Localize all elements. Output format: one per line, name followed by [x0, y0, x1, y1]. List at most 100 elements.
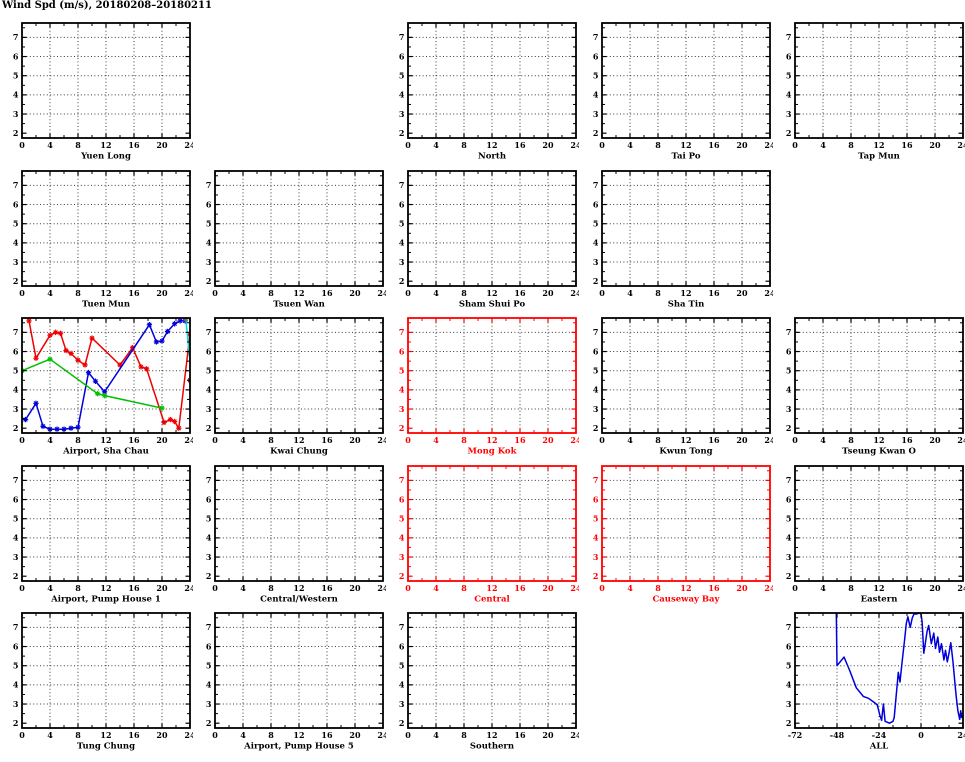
y-tick-label: 4 — [206, 532, 212, 542]
panel-sha-tin: 2 3 4 5 6 7 0 4 8 12 16 20 24 Sha Tin — [580, 166, 776, 316]
x-tick-label: 12 — [294, 288, 305, 298]
panel-title: Tseung Kwan O — [842, 447, 916, 457]
panel-tap-mun: 2 3 4 5 6 7 0 4 8 12 16 20 24 Tap Mun — [773, 18, 965, 168]
y-tick-label: 6 — [593, 347, 599, 357]
y-tick-label: 4 — [13, 680, 19, 690]
x-tick-label: -24 — [872, 730, 887, 740]
x-tick-label: 0 — [212, 730, 218, 740]
x-tick-label: 20 — [929, 140, 941, 150]
marker-asterisk — [63, 348, 69, 354]
y-tick-label: 7 — [399, 180, 405, 190]
y-tick-label: 4 — [786, 532, 792, 542]
y-tick-label: 5 — [13, 661, 19, 671]
marker-asterisk — [75, 357, 81, 364]
x-tick-label: 0 — [212, 583, 218, 593]
chart-svg-airport-pump-house-5: 2 3 4 5 6 7 0 4 8 12 16 20 24 Airport, Pump House 5 — [206, 612, 389, 752]
y-tick-label: 6 — [13, 51, 19, 61]
x-tick-label: 20 — [736, 288, 748, 298]
x-tick-label: 24 — [764, 583, 773, 593]
x-tick-label: 20 — [543, 288, 555, 298]
y-tick-label: 6 — [206, 199, 212, 209]
marker-asterisk — [26, 318, 32, 324]
y-tick-label: 7 — [593, 180, 599, 190]
y-tick-label: 4 — [786, 680, 792, 690]
marker-asterisk — [85, 370, 92, 376]
x-tick-label: 24 — [184, 583, 193, 593]
marker-asterisk — [176, 425, 182, 432]
y-tick-label: 3 — [13, 552, 19, 562]
x-tick-label: 4 — [434, 140, 440, 150]
x-tick-label: 16 — [515, 583, 527, 593]
x-tick-label: 20 — [156, 583, 168, 593]
marker-asterisk — [92, 378, 99, 385]
plot-frame — [214, 612, 385, 730]
series-line-blue — [835, 612, 964, 725]
y-tick-label: 4 — [399, 237, 405, 247]
x-tick-label: -48 — [830, 730, 845, 740]
y-tick-label: 3 — [13, 256, 19, 266]
x-tick-label: 20 — [543, 583, 555, 593]
x-tick-label: 4 — [47, 435, 53, 445]
x-tick-label: 12 — [487, 435, 498, 445]
x-tick-label: 16 — [708, 288, 720, 298]
y-tick-label: 6 — [786, 494, 792, 504]
marker-asterisk — [54, 426, 60, 433]
x-tick-label: 24 — [957, 435, 965, 445]
y-tick-label: 6 — [13, 642, 19, 652]
y-tick-label: 3 — [786, 109, 792, 119]
x-tick-label: 8 — [75, 140, 81, 150]
y-tick-label: 5 — [786, 661, 792, 671]
series-group — [835, 612, 964, 725]
panel-title: Airport, Pump House 1 — [50, 594, 161, 604]
x-tick-label: 8 — [462, 435, 468, 445]
y-tick-label: 2 — [593, 423, 599, 433]
y-tick-label: 2 — [399, 276, 405, 286]
y-tick-label: 4 — [13, 237, 19, 247]
marker-asterisk — [101, 393, 108, 399]
marker-asterisk — [159, 405, 165, 411]
marker-asterisk — [117, 362, 123, 368]
chart-svg-all: 2 3 4 5 6 7 -72 -48 -24 0 24 ALL — [786, 612, 965, 752]
y-tick-label: 6 — [206, 347, 212, 357]
marker-asterisk — [177, 318, 183, 324]
y-tick-label: 7 — [593, 32, 599, 42]
x-tick-label: 24 — [764, 435, 773, 445]
marker-asterisk — [129, 345, 136, 351]
y-tick-label: 7 — [399, 475, 405, 485]
panel-kwai-chung: 2 3 4 5 6 7 0 4 8 12 16 20 24 Kwai Chung — [193, 313, 389, 463]
x-tick-label: 0 — [212, 288, 218, 298]
panel-yuen-long: 2 3 4 5 6 7 0 4 8 12 16 20 24 Yuen Long — [0, 18, 196, 168]
y-tick-label: 4 — [399, 90, 405, 100]
plot-frame — [214, 317, 385, 435]
y-tick-label: 2 — [399, 128, 405, 138]
chart-svg-tseung-kwan-o: 2 3 4 5 6 7 0 4 8 12 16 20 24 Tseung Kwan O — [786, 317, 965, 457]
x-tick-label: 24 — [764, 140, 773, 150]
y-tick-label: 4 — [399, 385, 405, 395]
y-tick-label: 3 — [13, 404, 19, 414]
page-title: Wind Spd (m/s), 20180208–20180211 — [2, 0, 212, 11]
y-tick-label: 5 — [206, 661, 212, 671]
marker-asterisk — [171, 418, 178, 425]
panel-airport-sha-chau: 2 3 4 5 6 7 0 4 8 12 16 20 24 Airport, Sha Chau — [0, 313, 196, 463]
plot-frame — [407, 317, 578, 435]
x-tick-label: 0 — [406, 140, 412, 150]
x-tick-label: 4 — [434, 435, 440, 445]
plot-frame — [21, 22, 191, 139]
y-tick-label: 6 — [399, 642, 405, 652]
y-tick-label: 7 — [13, 623, 19, 633]
y-tick-label: 3 — [206, 256, 212, 266]
x-tick-label: 4 — [627, 583, 633, 593]
y-tick-label: 5 — [13, 513, 19, 523]
marker-asterisk — [159, 338, 165, 344]
plot-frame — [407, 612, 578, 730]
marker-asterisk — [22, 417, 29, 423]
x-tick-label: 24 — [378, 288, 387, 298]
x-tick-label: 12 — [680, 140, 691, 150]
x-tick-label: 20 — [156, 140, 168, 150]
marker-asterisk — [171, 321, 178, 327]
y-tick-label: 3 — [593, 404, 599, 414]
y-tick-label: 5 — [206, 218, 212, 228]
panel-title: North — [478, 152, 506, 162]
y-tick-label: 3 — [593, 256, 599, 266]
x-tick-label: 12 — [873, 583, 884, 593]
